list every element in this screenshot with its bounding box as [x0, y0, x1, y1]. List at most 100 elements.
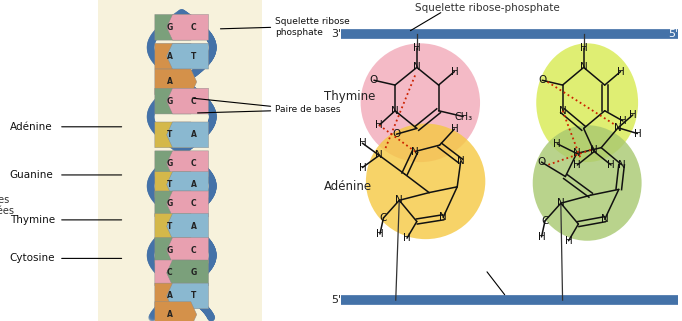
Text: H: H [617, 66, 625, 77]
Text: C: C [191, 246, 196, 255]
FancyArrow shape [166, 88, 209, 114]
Text: C: C [191, 23, 196, 32]
FancyArrow shape [166, 238, 209, 263]
FancyArrow shape [155, 260, 196, 286]
Text: Adénine: Adénine [324, 180, 372, 193]
FancyArrow shape [166, 260, 209, 286]
FancyArrow shape [155, 191, 196, 217]
FancyArrow shape [166, 283, 209, 309]
Text: H: H [634, 128, 641, 139]
Text: H: H [629, 110, 637, 120]
Text: ses
tées: ses tées [0, 195, 14, 216]
FancyArrow shape [155, 151, 196, 177]
Text: Guanine: Guanine [10, 170, 54, 180]
Text: 5': 5' [331, 295, 341, 305]
Text: Squelette ribose-phosphate: Squelette ribose-phosphate [415, 3, 560, 13]
FancyArrow shape [155, 213, 196, 239]
Text: C: C [191, 159, 196, 168]
Text: N: N [580, 62, 587, 73]
Text: N: N [457, 156, 464, 166]
Text: N: N [375, 150, 383, 160]
Text: T: T [167, 180, 173, 189]
Text: H: H [565, 236, 572, 246]
Ellipse shape [536, 43, 638, 162]
Text: H: H [359, 138, 366, 148]
Ellipse shape [366, 124, 486, 239]
FancyArrow shape [166, 43, 209, 69]
Text: N: N [601, 214, 608, 224]
FancyArrow shape [166, 213, 209, 239]
FancyArrow shape [155, 238, 196, 263]
Text: H: H [619, 116, 627, 126]
Text: C: C [542, 216, 549, 226]
Text: Squelette ribose
phosphate: Squelette ribose phosphate [275, 17, 350, 37]
Text: Paire de bases: Paire de bases [275, 105, 340, 114]
Text: N: N [391, 106, 399, 116]
Text: H: H [451, 124, 458, 134]
Text: N: N [413, 62, 421, 73]
Text: C: C [191, 97, 196, 106]
Text: N: N [618, 160, 625, 170]
Text: Thymine: Thymine [324, 90, 375, 103]
Text: H: H [607, 160, 615, 170]
FancyArrow shape [155, 122, 196, 148]
Text: O: O [370, 75, 378, 85]
Text: T: T [167, 130, 173, 139]
Text: H: H [375, 120, 383, 130]
Text: 3': 3' [331, 29, 341, 39]
Text: G: G [166, 97, 173, 106]
Text: G: G [166, 246, 173, 255]
Text: Adénine: Adénine [10, 122, 53, 132]
Text: A: A [166, 291, 173, 300]
Text: H: H [574, 160, 581, 170]
FancyArrow shape [155, 14, 196, 40]
Text: H: H [359, 162, 366, 173]
FancyArrow shape [155, 69, 196, 95]
Ellipse shape [361, 43, 480, 162]
Text: C: C [167, 268, 173, 277]
Text: N: N [590, 145, 597, 155]
FancyArrow shape [166, 14, 209, 40]
FancyArrow shape [155, 283, 196, 309]
Text: N: N [396, 195, 403, 205]
Text: T: T [191, 291, 196, 300]
Text: O: O [538, 75, 546, 85]
Text: C: C [191, 199, 196, 208]
Text: G: G [191, 268, 197, 277]
Text: G: G [166, 23, 173, 32]
Text: N: N [411, 146, 419, 157]
Text: T: T [167, 222, 173, 231]
Text: H: H [553, 139, 561, 149]
FancyArrow shape [155, 88, 196, 114]
FancyArrow shape [166, 191, 209, 217]
Text: G: G [166, 159, 173, 168]
Text: H: H [413, 43, 421, 53]
Text: N: N [439, 212, 447, 222]
Text: H: H [376, 229, 384, 239]
FancyArrow shape [166, 151, 209, 177]
Text: 5': 5' [668, 29, 679, 39]
Text: O: O [537, 157, 546, 167]
Text: A: A [166, 52, 173, 61]
Text: G: G [166, 199, 173, 208]
Text: A: A [166, 310, 173, 319]
Text: H: H [451, 66, 458, 77]
Text: A: A [191, 180, 196, 189]
FancyBboxPatch shape [98, 0, 262, 321]
Text: O: O [392, 129, 400, 139]
Text: Thymine: Thymine [10, 215, 55, 225]
FancyArrow shape [166, 172, 209, 197]
Text: T: T [191, 52, 196, 61]
Text: A: A [166, 77, 173, 86]
Text: A: A [191, 222, 196, 231]
FancyArrow shape [155, 43, 196, 69]
Text: H: H [580, 43, 587, 53]
Text: N: N [614, 123, 622, 133]
Text: CH₃: CH₃ [454, 111, 472, 122]
FancyArrow shape [155, 172, 196, 197]
Text: A: A [191, 130, 196, 139]
Ellipse shape [533, 125, 642, 241]
Text: C: C [380, 213, 387, 223]
Text: H: H [403, 233, 411, 243]
FancyArrow shape [166, 122, 209, 148]
